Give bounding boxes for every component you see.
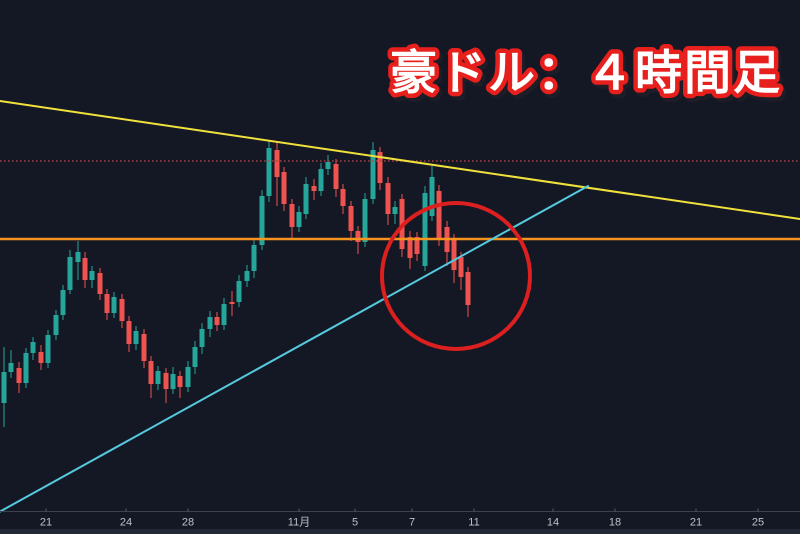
candle: [89, 266, 95, 288]
candle: [111, 292, 117, 318]
chart-title: 豪ドル：４時間足: [390, 46, 782, 99]
candle: [38, 345, 44, 370]
x-axis[interactable]: 21 24 28 11月 5 7 11 14 18 21 25: [0, 508, 800, 534]
downtrend-line[interactable]: [0, 100, 800, 220]
candle: [30, 337, 36, 360]
candle: [163, 368, 169, 403]
x-axis-label: 18: [609, 517, 621, 529]
candle: [199, 323, 205, 354]
candle: [325, 155, 331, 175]
candle: [407, 231, 413, 269]
candle: [214, 312, 220, 331]
uptrend-line[interactable]: [0, 185, 589, 516]
candle: [141, 329, 147, 368]
candle: [104, 289, 110, 320]
candle: [296, 206, 302, 232]
candle: [82, 252, 88, 288]
candle: [318, 163, 324, 196]
candle: [377, 147, 383, 190]
candle: [266, 140, 272, 202]
candle: [133, 326, 139, 350]
candle: [16, 362, 22, 393]
candle: [155, 366, 161, 390]
candle: [97, 268, 103, 300]
candle: [348, 201, 354, 241]
candle: [119, 294, 125, 328]
candle: [392, 201, 398, 224]
candle: [244, 265, 250, 287]
candle: [451, 234, 457, 283]
candle: [177, 371, 183, 398]
candle: [289, 199, 295, 239]
candle: [333, 159, 339, 197]
candle: [236, 275, 242, 307]
candle: [370, 142, 376, 204]
candle: [45, 330, 51, 368]
candle: [311, 179, 317, 200]
candle: [53, 310, 59, 340]
x-axis-label: 21: [690, 517, 702, 529]
candle: [1, 347, 7, 427]
candle: [259, 190, 265, 250]
candle: [458, 252, 464, 290]
x-axis-label: 24: [120, 517, 132, 529]
candle: [429, 166, 435, 221]
x-axis-label: 11月: [288, 517, 310, 529]
candle: [126, 316, 132, 352]
x-axis-label: 11: [468, 517, 479, 529]
candle: [303, 177, 309, 219]
candle: [8, 350, 14, 378]
candle: [465, 267, 471, 317]
candle: [23, 348, 29, 388]
candle: [60, 285, 66, 320]
candle: [422, 186, 428, 271]
x-axis-label: 14: [547, 517, 559, 529]
candle: [414, 232, 420, 261]
candle: [67, 250, 73, 294]
x-axis-label: 28: [182, 517, 194, 529]
x-axis-label: 5: [352, 517, 358, 529]
candle: [185, 361, 191, 392]
candle: [274, 143, 280, 206]
candle: [251, 238, 257, 278]
candle: [75, 241, 81, 280]
annotation-circle[interactable]: [380, 201, 532, 351]
candle: [340, 184, 346, 214]
chart-title-overlay: 豪ドル：４時間足: [386, 42, 785, 104]
candle: [436, 185, 442, 246]
x-axis-label: 7: [409, 517, 415, 529]
candle: [192, 341, 198, 374]
candle: [229, 291, 235, 316]
candle: [148, 356, 154, 398]
candle: [281, 167, 287, 211]
candle: [207, 311, 213, 337]
candle: [221, 298, 227, 330]
x-axis-label: 21: [40, 517, 52, 529]
x-axis-label: 25: [752, 517, 764, 529]
candle: [385, 177, 391, 225]
candle: [170, 367, 176, 394]
